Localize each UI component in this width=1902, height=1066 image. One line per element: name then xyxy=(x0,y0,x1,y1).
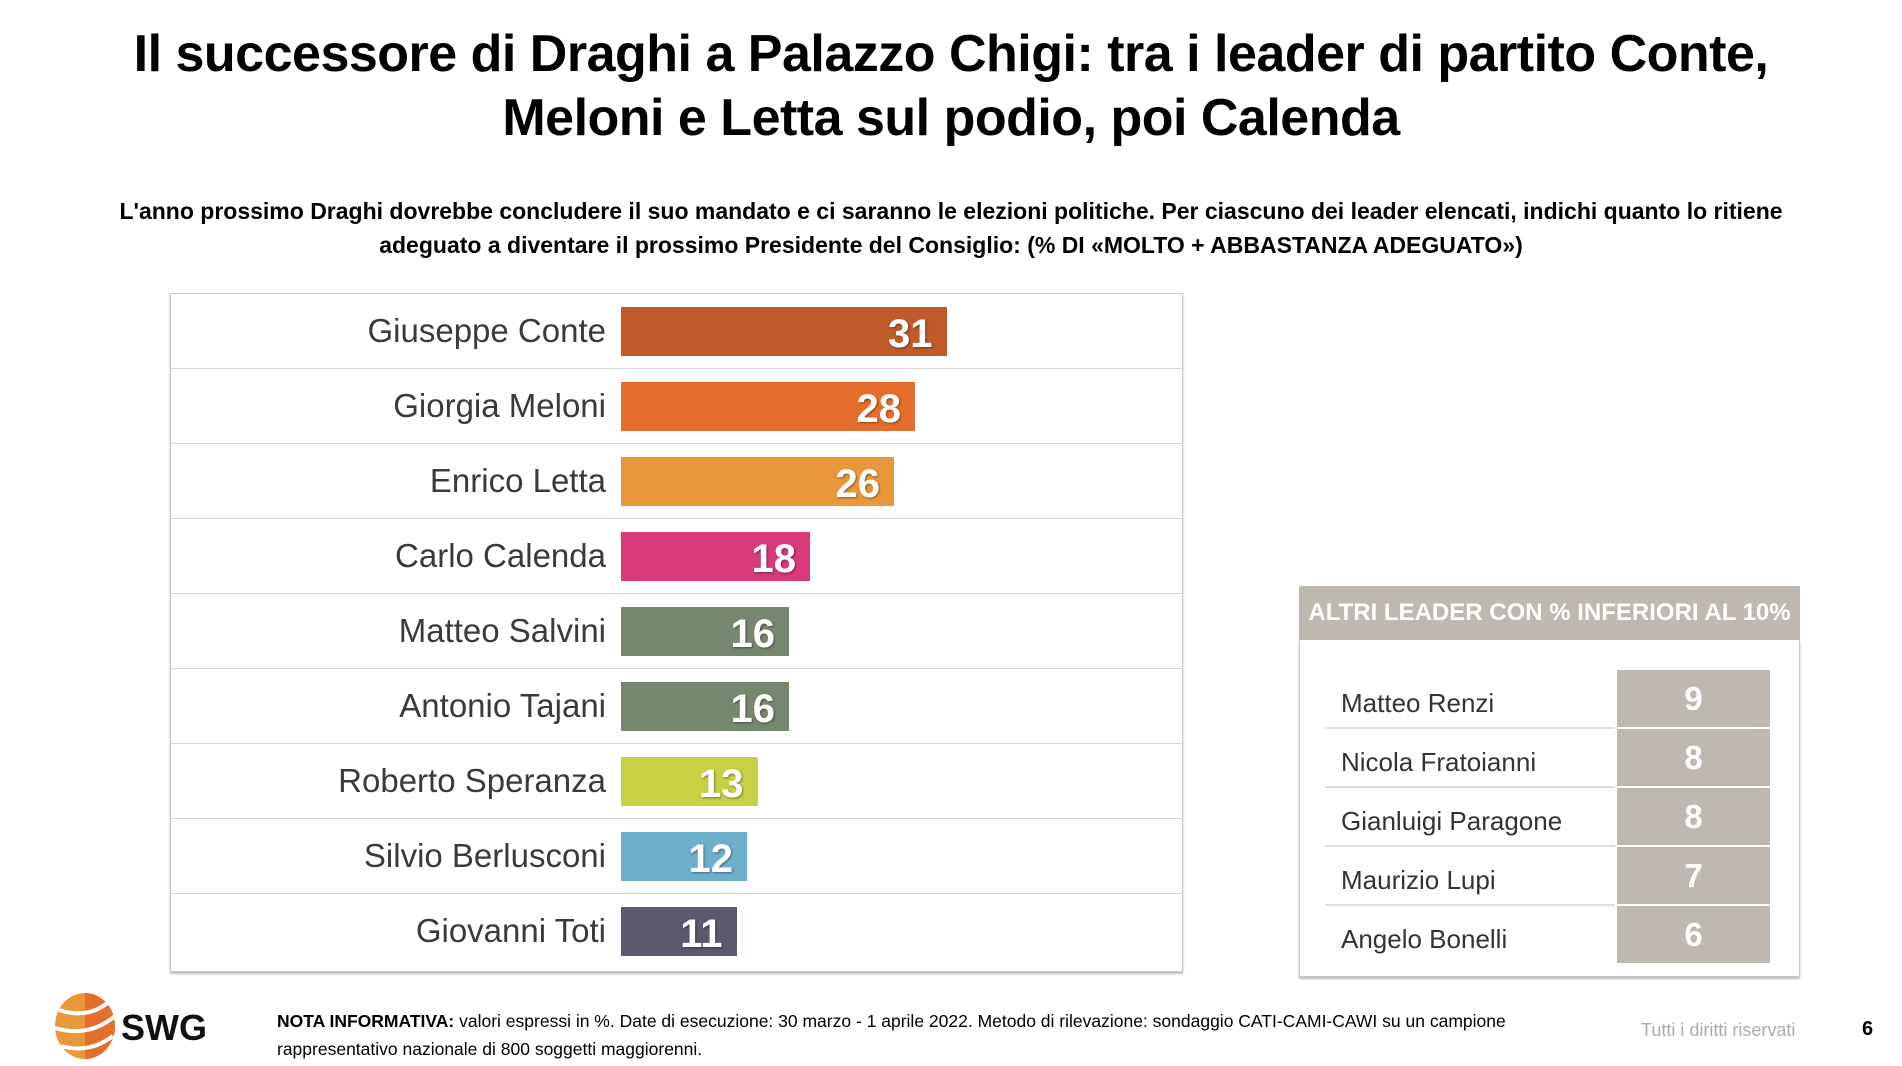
leader-name: Angelo Bonelli xyxy=(1341,924,1508,954)
leader-value: 9 xyxy=(1617,670,1770,727)
bar-row: Carlo Calenda 18 xyxy=(171,519,1182,594)
bar: 12 xyxy=(621,832,747,881)
data-label: 28 xyxy=(856,387,902,431)
bar: 26 xyxy=(621,457,894,506)
copyright: Tutti i diritti riservati xyxy=(1641,1020,1796,1040)
data-label: 31 xyxy=(888,312,933,356)
bar: 18 xyxy=(621,532,810,581)
row-divider xyxy=(1325,727,1615,729)
swg-logo: SWG xyxy=(54,993,207,1059)
row-divider xyxy=(1325,845,1615,847)
bar-row: Silvio Berlusconi 12 xyxy=(171,819,1182,894)
row-divider xyxy=(1325,904,1615,906)
category-label: Roberto Speranza xyxy=(338,762,606,799)
bar: 16 xyxy=(621,682,789,731)
leader-value: 7 xyxy=(1617,847,1770,904)
category-label: Antonio Tajani xyxy=(399,687,606,724)
data-label: 11 xyxy=(680,912,723,956)
bar: 31 xyxy=(621,307,947,356)
others-row: Nicola Fratoianni 8 xyxy=(1325,729,1770,788)
leader-value: 6 xyxy=(1617,906,1770,963)
others-row: Gianluigi Paragone 8 xyxy=(1325,788,1770,847)
others-header: ALTRI LEADER CON % INFERIORI AL 10% xyxy=(1299,586,1800,640)
others-row: Matteo Renzi 9 xyxy=(1325,670,1770,729)
page-title: Il successore di Draghi a Palazzo Chigi:… xyxy=(0,22,1902,150)
category-label: Giorgia Meloni xyxy=(393,387,606,424)
leader-name: Matteo Renzi xyxy=(1341,688,1495,718)
bar-row: Enrico Letta 26 xyxy=(171,444,1182,519)
bar: 16 xyxy=(621,607,789,656)
others-table: Matteo Renzi 9 Nicola Fratoianni 8 Gianluigi… xyxy=(1299,640,1800,977)
bar: 13 xyxy=(621,757,758,806)
title-line-1: Il successore di Draghi a Palazzo Chigi:… xyxy=(133,25,1769,83)
data-label: 16 xyxy=(730,687,776,731)
bar: 28 xyxy=(621,382,915,431)
category-label: Matteo Salvini xyxy=(398,612,606,649)
leader-name: Nicola Fratoianni xyxy=(1341,747,1537,777)
leader-name: Gianluigi Paragone xyxy=(1341,806,1563,836)
footnote: NOTA INFORMATIVA: valori espressi in %. … xyxy=(277,1007,1577,1063)
question-text: L'anno prossimo Draghi dovrebbe conclude… xyxy=(20,194,1882,262)
row-divider xyxy=(1325,786,1615,788)
title-line-2: Meloni e Letta sul podio, poi Calenda xyxy=(502,89,1400,147)
others-row: Maurizio Lupi 7 xyxy=(1325,847,1770,906)
bar: 11 xyxy=(621,907,737,956)
question-line-2: adeguato a diventare il prossimo Preside… xyxy=(379,232,1523,258)
leader-value: 8 xyxy=(1617,729,1770,786)
category-label: Giuseppe Conte xyxy=(367,312,607,349)
data-label: 16 xyxy=(730,612,776,656)
leader-name: Maurizio Lupi xyxy=(1341,865,1496,895)
svg-text:SWG: SWG xyxy=(121,1007,207,1048)
bar-row: Giorgia Meloni 28 xyxy=(171,369,1182,444)
page-number: 6 xyxy=(1862,1018,1874,1040)
bar-row: Roberto Speranza 13 xyxy=(171,744,1182,819)
data-label: 12 xyxy=(688,837,734,881)
bar-row: Giovanni Toti 11 xyxy=(171,894,1182,969)
category-label: Enrico Letta xyxy=(429,462,606,499)
data-label: 26 xyxy=(835,462,881,506)
bar-row: Matteo Salvini 16 xyxy=(171,594,1182,669)
note-text: valori espressi in %. Date di esecuzione… xyxy=(277,1011,1506,1059)
category-label: Giovanni Toti xyxy=(415,912,606,949)
leader-value: 8 xyxy=(1617,788,1770,845)
question-line-1: L'anno prossimo Draghi dovrebbe conclude… xyxy=(119,198,1783,224)
bar-chart: Giuseppe Conte 31 Giorgia Meloni 28 Enrico… xyxy=(170,293,1183,972)
data-label: 18 xyxy=(751,537,797,581)
bar-row: Antonio Tajani 16 xyxy=(171,669,1182,744)
note-label: NOTA INFORMATIVA: xyxy=(277,1011,455,1031)
others-row: Angelo Bonelli 6 xyxy=(1325,906,1770,965)
category-label: Carlo Calenda xyxy=(395,537,606,574)
data-label: 13 xyxy=(699,762,744,806)
bar-row: Giuseppe Conte 31 xyxy=(171,294,1182,369)
category-label: Silvio Berlusconi xyxy=(363,837,606,874)
